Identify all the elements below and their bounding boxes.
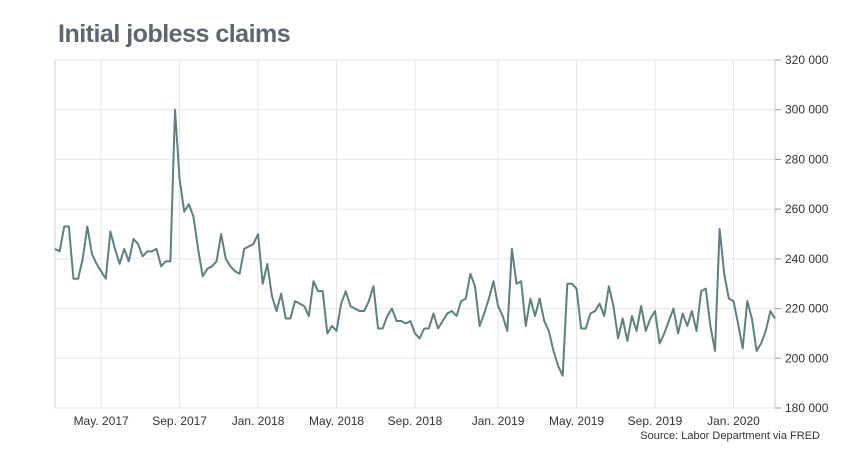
y-axis-labels: 180 000 200 000 220 000 240 000 260 000 280 0… <box>785 53 829 415</box>
y-tick-label: 240 000 <box>785 252 829 266</box>
y-tick-label: 320 000 <box>785 53 829 67</box>
y-tick-label: 220 000 <box>785 302 829 316</box>
y-tick-label: 260 000 <box>785 202 829 216</box>
series-line-initial-claims <box>54 108 776 377</box>
x-tick-label: Sep. 2017 <box>152 414 207 428</box>
y-tick-label: 180 000 <box>785 401 829 415</box>
y-tick-label: 200 000 <box>785 351 829 365</box>
y-tick-label: 300 000 <box>785 103 829 117</box>
y-tick-label: 280 000 <box>785 152 829 166</box>
x-tick-label: Jan. 2018 <box>232 414 285 428</box>
x-axis-labels: May. 2017 Sep. 2017 Jan. 2018 May. 2018 Sep.… <box>74 414 761 428</box>
x-tick-label: May. 2018 <box>309 414 364 428</box>
x-tick-label: Jan. 2020 <box>707 414 760 428</box>
x-tick-label: Sep. 2019 <box>628 414 683 428</box>
x-tick-label: Jan. 2019 <box>472 414 525 428</box>
source-note: Source: Labor Department via FRED <box>640 430 820 442</box>
x-tick-label: May. 2017 <box>74 414 129 428</box>
x-tick-label: Sep. 2018 <box>388 414 443 428</box>
x-gridlines <box>100 60 734 408</box>
chart-title: Initial jobless claims <box>58 20 291 48</box>
x-tick-label: May. 2019 <box>549 414 604 428</box>
